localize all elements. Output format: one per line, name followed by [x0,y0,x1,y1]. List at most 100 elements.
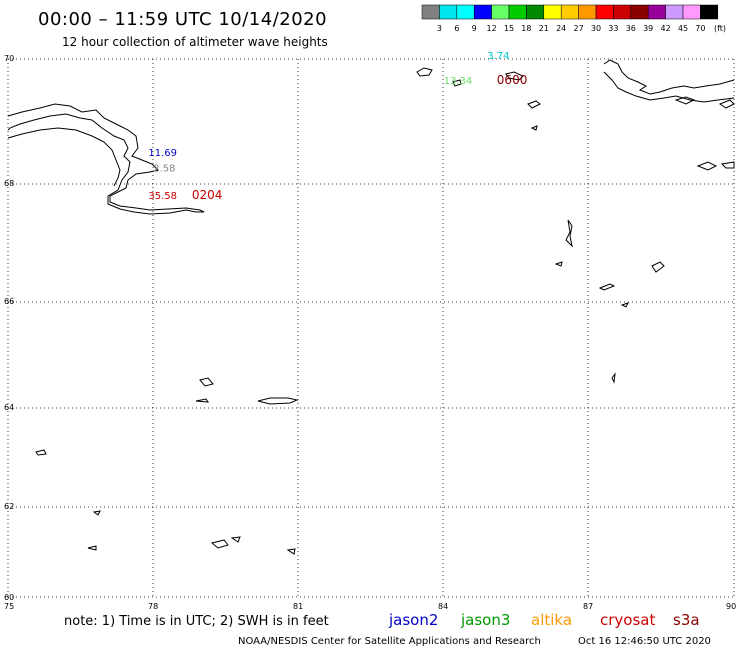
coastlines [7,59,735,555]
satellite-name: jason3 [460,611,510,629]
color-scale-swatch [421,4,440,20]
island [554,261,563,267]
island [720,161,735,169]
color-scale-label: 27 [574,24,584,33]
color-scale-swatch [700,4,719,20]
color-scale-label: 6 [454,24,459,33]
color-scale-swatch [473,4,492,20]
lake [92,510,101,516]
island [416,67,433,77]
river-coast [565,219,573,248]
peninsula-coastline [7,103,205,215]
satellite-name: jason2 [388,611,438,629]
color-scale-swatch [439,4,458,20]
latitude-labels: 70 68 66 64 62 60 [4,54,14,602]
color-scale-swatch [613,4,632,20]
map-subtitle: 12 hour collection of altimeter wave hei… [62,35,328,49]
credit-right: Oct 16 12:46:50 UTC 2020 [578,636,711,647]
lake [210,539,229,549]
color-scale-label: 9 [472,24,477,33]
color-scale-label: 30 [591,24,601,33]
lake [199,377,214,387]
map-frame [7,58,735,598]
wave-height-value: 3.74 [487,51,509,62]
color-scale-label: 24 [556,24,566,33]
lat-label: 66 [4,297,14,306]
lake [230,536,241,543]
lat-label: 68 [4,179,14,188]
wave-height-value: 13.34 [444,76,473,87]
color-scale-swatch [491,4,510,20]
lon-label: 81 [293,602,303,611]
taymyr-coastline-inner [603,71,735,103]
island [505,71,524,81]
color-scale-swatch [456,4,475,20]
lake [35,449,47,456]
wave-height-value: 11.69 [148,148,177,159]
lat-label: 64 [4,403,14,412]
color-scale-label: 42 [661,24,671,33]
satellite-name: altika [531,611,572,629]
peninsula-inner-coast [7,127,121,187]
satellite-name: cryosat [600,611,655,629]
taymyr-coastline [603,59,735,95]
footer-note: note: 1) Time is in UTC; 2) SWH is in fe… [64,614,329,629]
island [452,79,462,87]
wave-height-value: 2.58 [153,164,175,175]
color-scale-swatch [560,4,579,20]
color-scale-swatch [526,4,545,20]
color-scale-swatch [595,4,614,20]
satellite-name: s3a [673,611,700,629]
lon-label: 78 [148,602,158,611]
lake [257,397,299,405]
lake [87,545,97,551]
observation-time-label: 0600 [497,73,528,87]
island [530,125,538,131]
color-scale-label: 36 [626,24,636,33]
color-scale-label: 15 [504,24,514,33]
lon-label: 75 [4,602,14,611]
color-scale-swatch [665,4,684,20]
island [718,99,735,109]
graticule [8,59,734,597]
color-scale-label: 12 [487,24,497,33]
credit-left: NOAA/NESDIS Center for Satellite Applica… [238,636,541,647]
color-scale-swatch [682,4,701,20]
wave-height-value: 35.58 [148,191,177,202]
lat-label: 70 [4,54,14,63]
lon-label: 87 [583,602,593,611]
lat-label: 62 [4,502,14,511]
lake [286,548,296,555]
lon-label: 90 [726,602,736,611]
color-scale-swatch [508,4,527,20]
longitude-labels: 75 78 81 84 87 90 [4,602,736,611]
observation-time-label: 0204 [192,188,223,202]
island [527,100,541,109]
lat-label: 60 [4,593,14,602]
color-scale-label: 3 [437,24,442,33]
island [651,261,665,273]
island [696,161,718,171]
satellite-legend: jason2 jason3 altika cryosat s3a [388,611,700,629]
island [674,96,696,105]
color-scale-label: 45 [678,24,688,33]
observation-labels: 3.74 13.34 0600 11.69 2.58 35.58 0204 [148,51,527,202]
color-scale-swatch [578,4,597,20]
island [620,302,629,308]
color-scale-swatch [630,4,649,20]
map-title: 00:00 – 11:59 UTC 10/14/2020 [38,9,327,30]
color-scale-label: 70 [695,24,705,33]
color-scale-label: 33 [608,24,618,33]
color-scale-label: 39 [643,24,653,33]
color-scale-label: 18 [521,24,531,33]
color-scale-legend: 3 6 9 12 15 18 21 24 27 30 33 36 39 42 45 70 [421,4,719,33]
lake [195,398,209,403]
island [611,372,616,384]
lon-label: 84 [438,602,448,611]
color-scale-swatch [647,4,666,20]
color-scale-swatch [543,4,562,20]
island [598,283,616,291]
color-scale-unit: (ft) [714,24,726,33]
